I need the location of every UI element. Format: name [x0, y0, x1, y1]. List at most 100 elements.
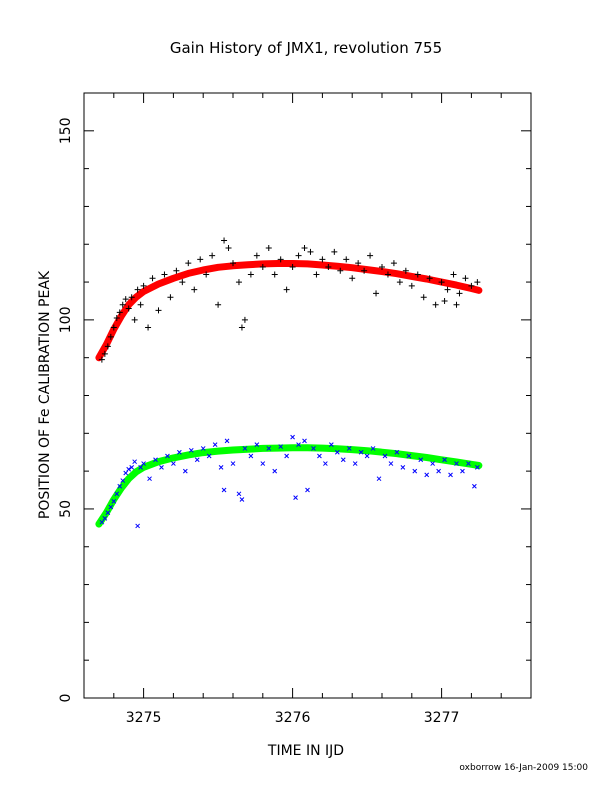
y-tick-label: 0	[58, 694, 74, 703]
data-point-series-2	[442, 457, 447, 463]
data-point-series-2	[141, 461, 146, 466]
data-point-series-1	[432, 301, 439, 308]
data-point-series-1	[101, 350, 108, 357]
x-tick-label: 3276	[275, 710, 311, 726]
data-point-series-1	[373, 290, 380, 297]
data-points	[98, 237, 481, 529]
data-point-series-1	[161, 271, 168, 278]
plot-frame	[83, 92, 532, 699]
data-point-series-2	[221, 487, 227, 493]
data-point-series-1	[137, 301, 144, 308]
data-point-series-2	[254, 442, 260, 448]
data-point-series-2	[340, 457, 346, 463]
data-point-series-2	[305, 487, 310, 493]
fit-curves	[95, 260, 483, 528]
data-point-series-2	[418, 457, 424, 463]
data-point-series-1	[185, 260, 192, 267]
data-point-series-1	[402, 267, 409, 274]
data-point-series-1	[247, 271, 254, 278]
x-axis-label: TIME IN IJD	[267, 743, 344, 759]
footer-credit: oxborrow 16-Jan-2009 15:00	[459, 763, 588, 773]
fit-curve-1	[95, 260, 483, 362]
data-point-series-2	[117, 483, 123, 489]
data-point-series-1	[474, 279, 481, 286]
data-point-series-2	[302, 438, 307, 444]
data-point-series-1	[367, 252, 374, 259]
data-point-series-1	[396, 279, 403, 286]
data-point-series-2	[194, 457, 200, 463]
data-point-series-1	[131, 316, 138, 323]
data-point-series-2	[260, 461, 266, 466]
data-point-series-2	[135, 523, 140, 529]
data-point-series-2	[311, 446, 316, 451]
data-point-series-1	[379, 263, 385, 270]
data-point-series-2	[454, 461, 459, 466]
data-point-series-2	[165, 453, 170, 459]
data-point-series-2	[364, 453, 370, 459]
data-point-series-1	[119, 301, 126, 308]
data-point-series-1	[253, 252, 260, 259]
data-point-series-2	[248, 453, 254, 459]
data-point-series-1	[426, 275, 433, 282]
data-point-series-1	[225, 245, 232, 252]
y-tick-label: 150	[58, 117, 74, 144]
data-point-series-1	[155, 307, 162, 314]
data-point-series-2	[224, 438, 230, 444]
data-point-series-1	[149, 275, 156, 282]
data-point-series-2	[388, 461, 394, 466]
data-point-series-1	[113, 314, 120, 321]
data-point-series-2	[126, 466, 132, 472]
fit-curve-2	[95, 444, 483, 528]
data-point-series-2	[218, 464, 224, 470]
data-point-series-2	[400, 464, 406, 470]
data-point-series-2	[424, 472, 430, 478]
data-point-series-2	[284, 453, 289, 459]
data-point-series-1	[408, 282, 415, 289]
data-point-series-1	[191, 286, 198, 293]
data-point-series-2	[111, 499, 117, 504]
data-point-series-2	[206, 453, 212, 459]
data-point-series-2	[230, 461, 236, 466]
data-point-series-2	[182, 468, 188, 474]
data-point-series-1	[128, 294, 135, 301]
data-point-series-1	[337, 267, 344, 274]
data-point-series-1	[325, 263, 332, 270]
data-point-series-2	[382, 453, 388, 459]
data-point-series-1	[438, 279, 445, 286]
data-point-series-2	[123, 470, 129, 476]
data-point-series-1	[167, 294, 174, 301]
data-point-series-2	[171, 461, 176, 466]
data-point-series-1	[241, 316, 248, 323]
data-point-series-1	[116, 309, 123, 316]
y-tick-label: 50	[58, 500, 74, 518]
data-point-series-2	[200, 446, 206, 451]
data-point-series-2	[108, 504, 114, 510]
data-point-series-1	[444, 286, 451, 293]
data-point-series-2	[317, 453, 322, 459]
data-point-series-2	[448, 472, 453, 478]
data-point-series-1	[283, 286, 290, 293]
data-point-series-1	[145, 324, 152, 331]
data-point-series-2	[475, 464, 480, 470]
data-point-series-2	[466, 461, 471, 466]
data-point-series-1	[384, 271, 391, 278]
data-point-series-2	[460, 468, 465, 474]
data-point-series-2	[177, 449, 182, 455]
data-point-series-1	[313, 271, 320, 278]
data-point-series-1	[355, 260, 362, 267]
data-point-series-1	[134, 286, 141, 293]
data-point-series-2	[159, 464, 164, 470]
data-point-series-2	[370, 446, 376, 451]
x-tick-label: 3275	[126, 710, 162, 726]
data-point-series-1	[125, 305, 132, 312]
data-point-series-1	[390, 260, 397, 267]
data-point-series-1	[110, 324, 117, 331]
data-point-series-1	[235, 279, 242, 286]
data-point-series-1	[271, 271, 278, 278]
data-point-series-2	[376, 476, 382, 482]
data-point-series-1	[450, 271, 457, 278]
axis-ticks	[83, 92, 532, 699]
data-point-series-2	[430, 461, 436, 466]
data-point-series-2	[346, 446, 352, 451]
